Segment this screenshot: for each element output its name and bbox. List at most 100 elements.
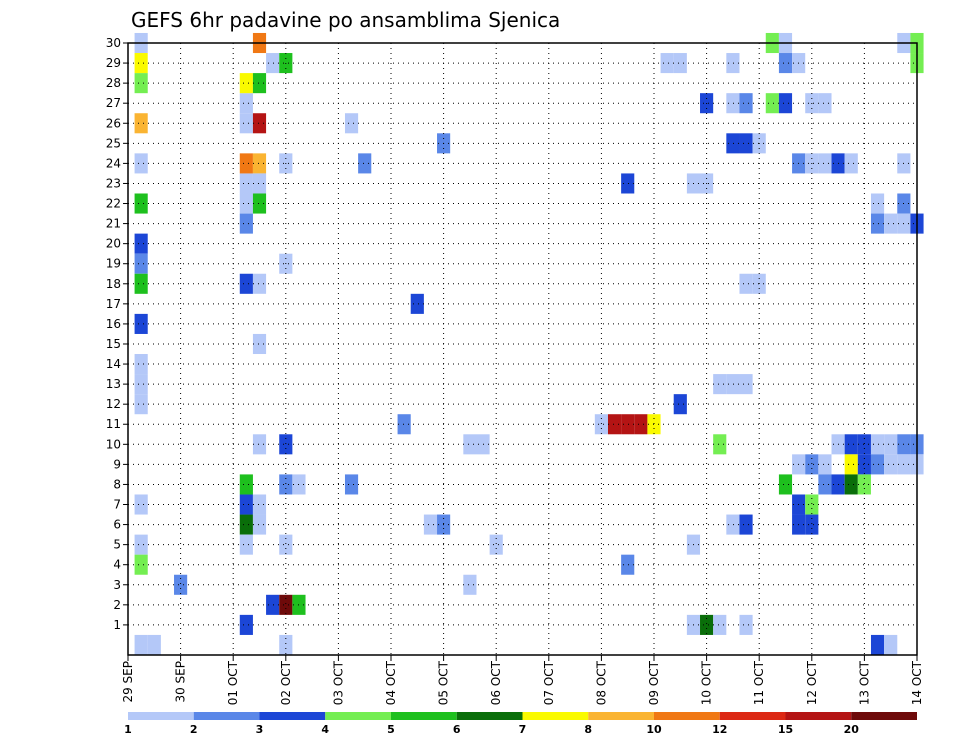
precip-cell bbox=[805, 454, 819, 475]
y-tick-label: 15 bbox=[106, 337, 121, 351]
precip-cell bbox=[279, 434, 293, 455]
precip-cell bbox=[739, 273, 753, 294]
precip-cell bbox=[134, 193, 148, 214]
precip-cell bbox=[134, 73, 148, 94]
colorbar-label: 10 bbox=[646, 723, 662, 736]
y-tick-label: 23 bbox=[106, 176, 121, 190]
precip-cell bbox=[397, 414, 411, 435]
precip-cell bbox=[713, 434, 727, 455]
precip-cell bbox=[700, 614, 714, 635]
y-tick-label: 25 bbox=[106, 136, 121, 150]
precip-cell bbox=[870, 193, 885, 214]
y-tick-label: 9 bbox=[113, 457, 121, 471]
precip-cell bbox=[621, 414, 635, 435]
colorbar-swatch bbox=[719, 712, 786, 720]
colorbar-swatch bbox=[522, 712, 589, 720]
precip-cell bbox=[239, 173, 253, 194]
plot-grid bbox=[128, 43, 917, 655]
x-tick-label: 29 SEP bbox=[121, 661, 135, 703]
precip-cell bbox=[594, 414, 608, 435]
precip-cell bbox=[252, 193, 267, 214]
y-tick-label: 13 bbox=[106, 377, 121, 391]
y-tick-label: 8 bbox=[113, 477, 121, 491]
precip-cell bbox=[134, 554, 148, 575]
precip-cell bbox=[660, 53, 674, 74]
colorbar-swatch bbox=[588, 712, 654, 720]
precip-cell bbox=[726, 133, 740, 154]
colorbar-label: 12 bbox=[712, 723, 727, 736]
precip-cell bbox=[279, 474, 293, 495]
precip-cell bbox=[621, 554, 635, 575]
precip-cell bbox=[252, 514, 267, 535]
precip-cell bbox=[239, 93, 253, 114]
precip-cell bbox=[489, 534, 503, 555]
y-tick-label: 5 bbox=[113, 538, 121, 552]
colorbar-swatch bbox=[325, 712, 391, 720]
y-tick-label: 21 bbox=[106, 217, 121, 231]
y-tick-label: 16 bbox=[106, 317, 121, 331]
precip-cell bbox=[739, 133, 753, 154]
precip-cell bbox=[252, 273, 267, 294]
precip-cell bbox=[673, 53, 687, 74]
precip-cell bbox=[844, 454, 858, 475]
precip-cell bbox=[870, 634, 885, 655]
precip-cell bbox=[884, 213, 898, 234]
precip-cell bbox=[805, 494, 819, 515]
precip-cell bbox=[726, 514, 740, 535]
y-tick-label: 27 bbox=[106, 96, 121, 110]
precip-cell bbox=[134, 53, 148, 74]
precip-cell bbox=[239, 73, 253, 94]
precip-cell bbox=[239, 474, 253, 495]
x-tick-label: 06 OCT bbox=[489, 660, 503, 705]
colorbar-swatch bbox=[785, 712, 852, 720]
y-tick-label: 1 bbox=[113, 618, 121, 632]
colorbar-swatch bbox=[128, 712, 194, 720]
y-tick-label: 17 bbox=[106, 297, 121, 311]
precip-cell bbox=[147, 634, 161, 655]
precip-cell bbox=[252, 494, 267, 515]
y-tick-label: 30 bbox=[106, 36, 121, 50]
colorbar-label: 15 bbox=[778, 723, 793, 736]
precip-cell bbox=[174, 574, 188, 595]
precip-cell bbox=[463, 434, 477, 455]
precip-cell bbox=[239, 534, 253, 555]
precip-cell bbox=[252, 153, 267, 174]
precip-cell bbox=[239, 193, 253, 214]
precip-cell bbox=[765, 93, 779, 114]
plot-cells bbox=[134, 32, 924, 655]
precip-cell bbox=[805, 514, 819, 535]
y-tick-label: 2 bbox=[113, 598, 121, 612]
colorbar-swatch bbox=[851, 712, 917, 720]
precip-cell bbox=[134, 233, 148, 254]
precip-cell bbox=[134, 634, 148, 655]
precip-cell bbox=[344, 474, 359, 495]
x-tick-label: 04 OCT bbox=[384, 660, 398, 705]
precip-cell bbox=[844, 434, 858, 455]
plot-frame bbox=[127, 42, 918, 656]
precip-cell bbox=[884, 634, 898, 655]
precip-cell bbox=[857, 474, 871, 495]
precip-cell bbox=[239, 614, 253, 635]
precip-cell bbox=[239, 153, 253, 174]
precip-cell bbox=[463, 574, 477, 595]
precip-cell bbox=[134, 153, 148, 174]
x-tick-label: 05 OCT bbox=[437, 660, 451, 705]
precip-cell bbox=[134, 253, 148, 274]
colorbar-label: 5 bbox=[387, 723, 395, 736]
precip-cell bbox=[279, 634, 293, 655]
x-tick-label: 10 OCT bbox=[700, 660, 714, 705]
precip-cell bbox=[252, 434, 267, 455]
precip-cell bbox=[818, 474, 832, 495]
precip-cell bbox=[884, 454, 898, 475]
colorbar-swatch bbox=[654, 712, 720, 720]
precip-cell bbox=[266, 53, 280, 74]
precip-cell bbox=[739, 514, 753, 535]
precip-cell bbox=[739, 614, 753, 635]
precip-cell bbox=[423, 514, 438, 535]
y-tick-label: 20 bbox=[106, 237, 121, 251]
y-tick-label: 29 bbox=[106, 56, 121, 70]
precip-cell bbox=[778, 53, 793, 74]
precip-cell bbox=[239, 213, 253, 234]
precip-cell bbox=[634, 414, 648, 435]
precip-cell bbox=[252, 73, 267, 94]
